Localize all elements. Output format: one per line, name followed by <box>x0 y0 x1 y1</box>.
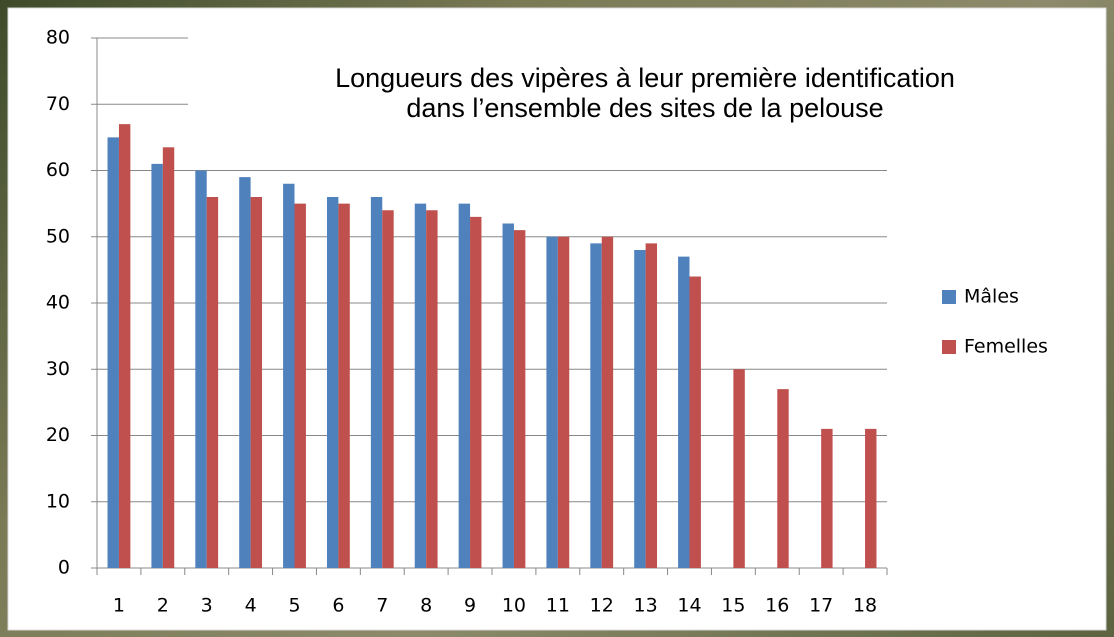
x-tick-label: 14 <box>677 595 701 617</box>
x-tick-label: 1 <box>113 595 125 617</box>
bar <box>206 197 219 568</box>
x-tick-label: 18 <box>853 595 877 617</box>
bar <box>414 203 427 568</box>
x-tick-label: 9 <box>464 595 476 617</box>
x-tick-label: 3 <box>201 595 213 617</box>
bar <box>326 197 339 568</box>
chart-title: Longueurs des vipères à leur première id… <box>335 63 955 93</box>
bar <box>546 236 558 568</box>
bar <box>821 428 833 568</box>
bar <box>733 369 745 568</box>
x-tick-label: 10 <box>502 595 526 617</box>
bar <box>601 236 614 568</box>
y-tick-label: 30 <box>46 358 70 380</box>
y-tick-label: 60 <box>46 159 70 181</box>
bar <box>634 250 646 568</box>
x-tick-label: 13 <box>634 595 658 617</box>
bar <box>470 216 482 568</box>
bar <box>107 137 119 568</box>
chart-title: dans l’ensemble des sites de la pelouse <box>406 93 883 123</box>
bar <box>250 197 263 568</box>
x-tick-label: 11 <box>546 595 570 617</box>
bar <box>382 210 394 568</box>
bar <box>513 230 526 568</box>
x-tick-label: 6 <box>332 595 344 617</box>
bar <box>678 256 690 568</box>
title-background <box>188 34 1088 128</box>
bar <box>458 203 471 568</box>
x-tick-label: 17 <box>809 595 833 617</box>
x-tick-label: 4 <box>245 595 257 617</box>
x-tick-label: 5 <box>288 595 300 617</box>
y-tick-label: 70 <box>46 93 70 115</box>
bar <box>294 203 306 568</box>
y-tick-label: 40 <box>46 292 70 314</box>
bar <box>557 236 570 568</box>
legend-label: Femelles <box>964 336 1048 358</box>
bar <box>426 210 438 568</box>
x-tick-label: 2 <box>157 595 169 617</box>
bar <box>590 243 602 568</box>
x-tick-label: 8 <box>420 595 432 617</box>
bar <box>502 223 514 568</box>
legend-label: Mâles <box>964 286 1019 308</box>
y-tick-label: 50 <box>46 225 70 247</box>
bar <box>370 197 383 568</box>
bar <box>118 124 131 568</box>
y-tick-label: 80 <box>46 27 70 49</box>
bar <box>239 177 251 568</box>
x-tick-label: 15 <box>721 595 745 617</box>
y-tick-label: 0 <box>58 557 70 579</box>
y-tick-label: 20 <box>46 424 70 446</box>
bar <box>338 203 350 568</box>
bar <box>283 183 295 568</box>
bar <box>689 276 701 568</box>
x-tick-label: 12 <box>590 595 614 617</box>
bar <box>162 147 175 568</box>
bar <box>645 243 658 568</box>
legend-swatch <box>942 290 956 304</box>
x-tick-label: 16 <box>765 595 789 617</box>
bar <box>195 170 207 568</box>
bar <box>777 389 789 568</box>
bar <box>865 428 877 568</box>
bar <box>151 163 163 568</box>
x-tick-label: 7 <box>376 595 388 617</box>
legend-swatch <box>942 340 956 354</box>
y-tick-label: 10 <box>46 490 70 512</box>
